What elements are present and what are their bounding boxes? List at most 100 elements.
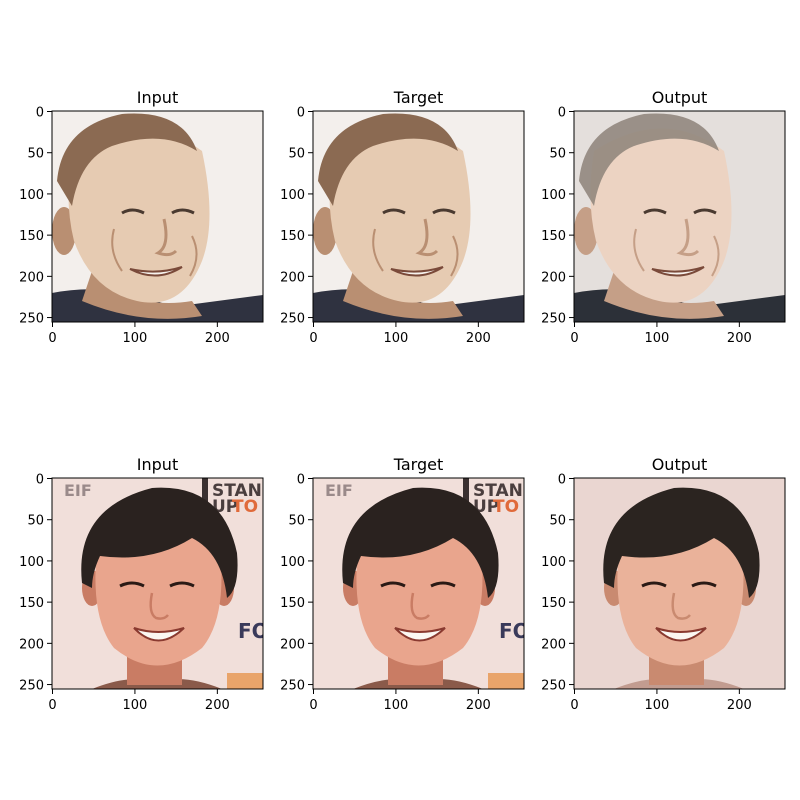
x-tick-label: 200 [205, 698, 230, 713]
y-tick-label: 50 [549, 147, 566, 162]
x-tick-label: 100 [384, 331, 409, 346]
x-tick-label: 200 [466, 698, 491, 713]
neck [82, 271, 202, 319]
x-tick-label: 200 [727, 331, 752, 346]
cheek-line [372, 228, 384, 272]
y-tick-label: 250 [280, 312, 305, 327]
hair [318, 113, 458, 206]
y-tick-label: 250 [19, 312, 44, 327]
y-tick-label: 100 [541, 555, 566, 570]
cheek-line [633, 228, 645, 272]
face [95, 533, 222, 666]
nose [154, 218, 178, 257]
face [617, 533, 744, 666]
y-tick-label: 200 [19, 270, 44, 285]
subplot-title: Target [393, 88, 444, 107]
backdrop-bar [202, 478, 208, 508]
neck [604, 271, 724, 319]
y-tick-label: 150 [19, 229, 44, 244]
eye [380, 581, 406, 588]
eye [382, 208, 406, 215]
portrait-image [313, 111, 524, 322]
backdrop-patch [488, 673, 524, 689]
nose [415, 218, 439, 257]
portrait-image [574, 111, 785, 322]
y-tick-label: 150 [19, 596, 44, 611]
portrait-image [574, 478, 785, 689]
subplot-output-2: Output 0 100 200 0 50 100 150 200 250 [541, 455, 786, 713]
subplot-title: Input [137, 88, 178, 107]
eye [691, 581, 717, 588]
backdrop-bar [463, 478, 469, 508]
eye [169, 581, 195, 588]
y-tick-label: 0 [558, 473, 566, 488]
y-tick-label: 50 [27, 514, 44, 529]
axes-frame [51, 110, 264, 323]
x-tick-label: 0 [570, 698, 578, 713]
x-tick-label: 0 [309, 698, 317, 713]
subplot-input-1: Input 0 100 200 0 50 100 150 200 250 [19, 88, 264, 346]
y-tick-label: 150 [280, 596, 305, 611]
x-tick-label: 0 [309, 331, 317, 346]
x-tick-label: 0 [570, 331, 578, 346]
eye [432, 208, 456, 215]
face [356, 533, 483, 666]
y-tick-label: 0 [297, 473, 305, 488]
y-tick-label: 150 [280, 229, 305, 244]
axes-frame [573, 477, 786, 690]
y-tick-label: 50 [288, 147, 305, 162]
y-tick-label: 250 [541, 312, 566, 327]
eye [430, 581, 456, 588]
backdrop-patch [227, 673, 263, 689]
x-tick-label: 0 [48, 698, 56, 713]
eye [643, 208, 667, 215]
y-tick-label: 100 [280, 555, 305, 570]
backdrop-text-eif: EIF [325, 481, 353, 500]
axes-frame [312, 477, 525, 690]
nose [149, 592, 169, 620]
y-tick-label: 250 [541, 679, 566, 694]
cheek-line [450, 235, 459, 277]
hair [579, 113, 719, 206]
eye [693, 208, 717, 215]
y-tick-label: 50 [288, 514, 305, 529]
eye [119, 581, 145, 588]
y-tick-label: 200 [280, 637, 305, 652]
y-tick-label: 0 [36, 106, 44, 121]
backdrop-text-fo: FO [238, 619, 269, 643]
y-tick-label: 200 [19, 637, 44, 652]
backdrop-text-to: TO [493, 497, 519, 517]
y-tick-label: 200 [541, 637, 566, 652]
x-tick-label: 200 [727, 698, 752, 713]
cheek-line [189, 235, 198, 277]
portrait-image [52, 111, 263, 322]
backdrop-text-to: TO [232, 497, 258, 517]
face [329, 128, 471, 303]
smile [133, 627, 185, 642]
y-tick-label: 150 [541, 229, 566, 244]
y-tick-label: 0 [558, 106, 566, 121]
subplot-title: Input [137, 455, 178, 474]
nose [410, 592, 430, 620]
y-tick-label: 200 [541, 270, 566, 285]
nose [676, 218, 700, 257]
axes-frame [51, 477, 264, 690]
eye [171, 208, 195, 215]
subplot-title: Target [393, 455, 444, 474]
backdrop-text-stand: STAND [473, 481, 537, 501]
y-tick-label: 100 [19, 188, 44, 203]
x-tick-label: 100 [645, 331, 670, 346]
hair [603, 487, 760, 598]
hair [57, 113, 197, 206]
x-tick-label: 200 [205, 331, 230, 346]
cheek-line [111, 228, 123, 272]
x-tick-label: 200 [466, 331, 491, 346]
y-tick-label: 50 [27, 147, 44, 162]
subplot-output-1: Output 0 100 200 0 50 100 150 200 250 [541, 88, 786, 346]
y-tick-label: 100 [541, 188, 566, 203]
y-tick-label: 250 [280, 679, 305, 694]
